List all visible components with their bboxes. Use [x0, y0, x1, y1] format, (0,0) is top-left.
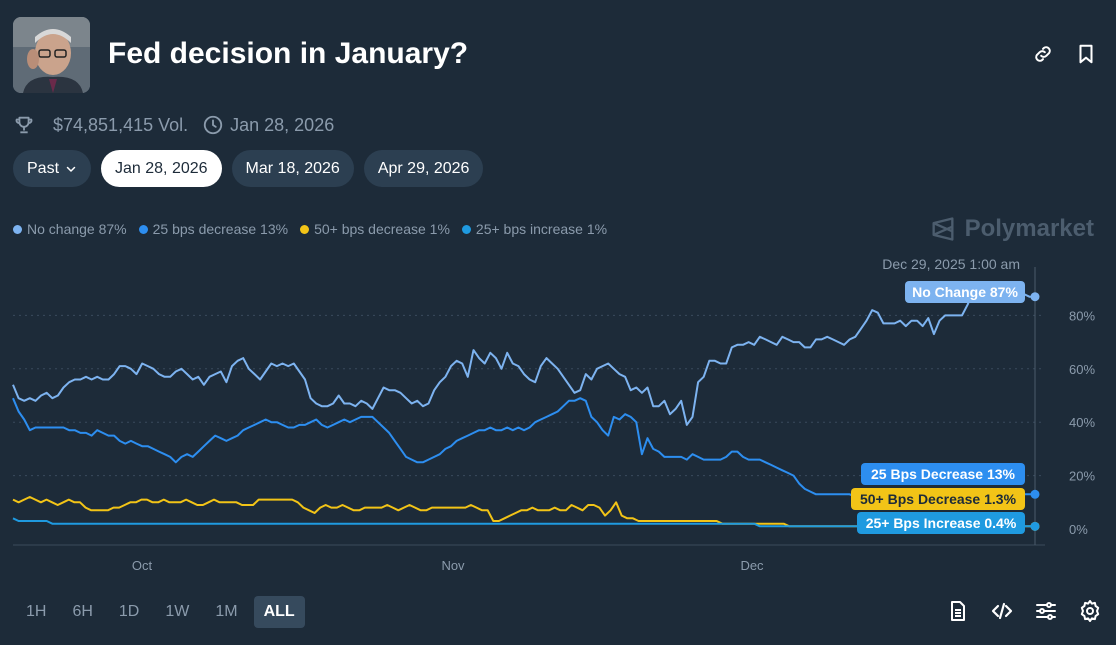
legend-dot — [138, 224, 148, 234]
tab-apr-29-2026[interactable]: Apr 29, 2026 — [363, 150, 484, 187]
legend-item-50-bps-decrease: 50+ bps decrease 1% — [300, 221, 450, 237]
polymarket-logo-icon — [929, 215, 957, 243]
date-tabs: Past Jan 28, 2026 Mar 18, 2026 Apr 29, 2… — [13, 150, 484, 187]
time-range-selector: 1H 6H 1D 1W 1M ALL — [16, 596, 305, 628]
document-icon[interactable] — [946, 599, 970, 623]
y-tick-label: 0% — [1069, 522, 1088, 537]
range-1m[interactable]: 1M — [215, 603, 238, 620]
y-tick-label: 80% — [1069, 308, 1095, 323]
end-label-3: 25+ Bps Increase 0.4% — [866, 515, 1017, 531]
legend-dot — [13, 224, 22, 234]
y-tick-label: 20% — [1069, 469, 1095, 484]
tab-label: Past — [27, 159, 60, 177]
hover-date-label: Dec 29, 2025 1:00 am — [882, 256, 1020, 272]
y-tick-label: 40% — [1069, 415, 1095, 430]
market-title: Fed decision in January? — [108, 37, 469, 70]
end-label-bg-3 — [857, 512, 1025, 534]
link-icon[interactable] — [1032, 43, 1054, 65]
tab-mar-18-2026[interactable]: Mar 18, 2026 — [231, 150, 354, 187]
brand-name: Polymarket — [964, 215, 1094, 242]
clock-icon — [202, 114, 224, 136]
legend-dot — [461, 224, 471, 234]
legend-item-no-change: No change 87% — [13, 221, 127, 237]
chart-tools — [946, 599, 1102, 623]
range-1h[interactable]: 1H — [26, 603, 47, 620]
range-6h[interactable]: 6H — [72, 603, 93, 620]
legend-label: 25+ bps increase 1% — [475, 221, 608, 237]
legend-label: 25 bps decrease 13% — [152, 221, 289, 237]
series-end-dot-3 — [1030, 521, 1040, 531]
chevron-down-icon — [65, 163, 77, 175]
legend-item-25-bps-decrease: 25 bps decrease 13% — [138, 221, 289, 237]
code-icon[interactable] — [990, 599, 1014, 623]
legend-item-25-bps-increase: 25+ bps increase 1% — [461, 221, 608, 237]
series-end-dot-1 — [1030, 489, 1040, 499]
sliders-icon[interactable] — [1034, 599, 1058, 623]
gear-icon[interactable] — [1078, 599, 1102, 623]
x-tick-label: Dec — [740, 558, 764, 573]
tab-past[interactable]: Past — [13, 150, 92, 187]
end-label-bg-0 — [905, 281, 1025, 303]
trophy-icon — [13, 114, 35, 136]
end-label-1: 25 Bps Decrease 13% — [871, 466, 1016, 482]
price-chart[interactable]: 80% 60% 40% 20% 0% Oct Nov Dec Dec 29, 2025 1:00… — [0, 245, 1116, 590]
market-meta: $74,851,415 Vol. Jan 28, 2026 — [13, 113, 334, 137]
y-tick-label: 60% — [1069, 362, 1095, 377]
range-1w[interactable]: 1W — [165, 603, 190, 620]
bookmark-icon[interactable] — [1075, 43, 1097, 65]
market-header: Fed decision in January? — [13, 17, 1103, 93]
legend-label: No change 87% — [27, 221, 127, 237]
end-label-bg-1 — [861, 463, 1025, 485]
tab-jan-28-2026[interactable]: Jan 28, 2026 — [101, 150, 222, 187]
end-label-2: 50+ Bps Decrease 1.3% — [860, 491, 1017, 507]
chart-legend: No change 87% 25 bps decrease 13% 50+ bp… — [13, 221, 607, 237]
series-end-dot-0 — [1030, 292, 1040, 302]
series-line-0 — [12, 290, 1035, 426]
legend-label: 50+ bps decrease 1% — [314, 221, 450, 237]
end-date-text: Jan 28, 2026 — [230, 114, 335, 135]
x-tick-label: Oct — [132, 558, 153, 573]
x-tick-label: Nov — [441, 558, 465, 573]
range-1d[interactable]: 1D — [118, 603, 140, 620]
range-all[interactable]: ALL — [253, 596, 305, 628]
legend-dot — [300, 224, 310, 234]
end-label-0: No Change 87% — [912, 284, 1018, 300]
market-avatar — [13, 17, 90, 93]
end-label-bg-2 — [851, 488, 1025, 510]
polymarket-watermark: Polymarket — [929, 215, 1094, 243]
volume-text: $74,851,415 Vol. — [53, 114, 189, 135]
